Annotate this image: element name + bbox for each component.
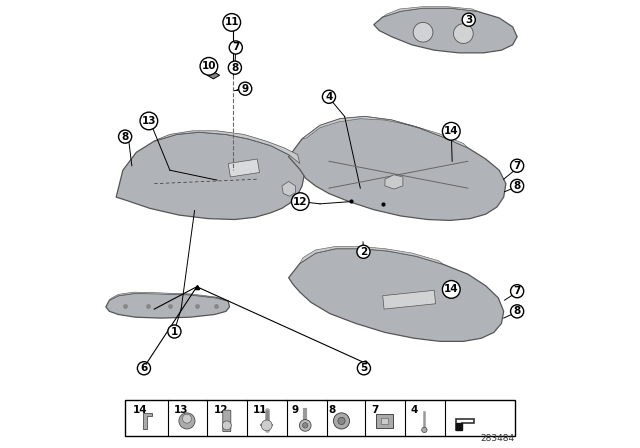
Text: 13: 13 [141, 116, 156, 126]
Circle shape [182, 414, 191, 423]
Text: 12: 12 [213, 405, 228, 415]
FancyBboxPatch shape [376, 414, 392, 428]
Text: 12: 12 [293, 197, 308, 207]
Polygon shape [154, 131, 300, 164]
Text: 8: 8 [513, 306, 521, 316]
Polygon shape [456, 423, 461, 430]
Text: 1: 1 [171, 327, 178, 336]
Polygon shape [383, 290, 436, 309]
Circle shape [422, 427, 427, 433]
FancyBboxPatch shape [125, 400, 515, 436]
Circle shape [179, 413, 195, 429]
Text: 283484: 283484 [481, 434, 515, 443]
Text: 9: 9 [242, 84, 249, 94]
FancyBboxPatch shape [381, 418, 388, 424]
Text: 14: 14 [444, 284, 459, 294]
Polygon shape [300, 246, 443, 264]
Text: 9: 9 [292, 405, 299, 415]
Polygon shape [383, 7, 477, 17]
Polygon shape [289, 249, 504, 341]
Circle shape [413, 22, 433, 42]
Text: 7: 7 [232, 43, 239, 52]
Polygon shape [282, 181, 296, 196]
Text: 2: 2 [360, 247, 367, 257]
Polygon shape [374, 8, 517, 53]
Polygon shape [228, 159, 260, 177]
Polygon shape [456, 419, 474, 430]
Text: 7: 7 [513, 161, 521, 171]
Text: 8: 8 [328, 405, 335, 415]
Circle shape [333, 413, 349, 429]
FancyBboxPatch shape [223, 410, 231, 432]
Polygon shape [106, 293, 230, 318]
Text: 8: 8 [231, 63, 239, 73]
Polygon shape [116, 132, 305, 220]
Polygon shape [109, 292, 228, 301]
Text: 11: 11 [253, 405, 268, 415]
Polygon shape [302, 116, 468, 148]
Circle shape [300, 420, 311, 431]
Text: 14: 14 [132, 405, 147, 415]
Circle shape [303, 423, 308, 428]
Polygon shape [143, 413, 152, 429]
Text: 11: 11 [225, 17, 239, 27]
Circle shape [261, 420, 272, 431]
Text: 4: 4 [325, 92, 333, 102]
Text: 6: 6 [140, 363, 148, 373]
Circle shape [222, 421, 231, 430]
Text: 7: 7 [371, 405, 378, 415]
Polygon shape [385, 175, 403, 189]
Text: 8: 8 [513, 181, 521, 191]
Text: 5: 5 [360, 363, 367, 373]
Circle shape [454, 24, 473, 43]
Text: 14: 14 [444, 126, 459, 136]
Text: 4: 4 [411, 405, 419, 415]
Polygon shape [289, 116, 506, 220]
Text: 10: 10 [202, 61, 216, 71]
Text: 13: 13 [173, 405, 188, 415]
Circle shape [338, 418, 345, 425]
Text: 7: 7 [513, 286, 521, 296]
Text: 3: 3 [465, 15, 472, 25]
Polygon shape [207, 72, 220, 79]
Text: 8: 8 [122, 132, 129, 142]
